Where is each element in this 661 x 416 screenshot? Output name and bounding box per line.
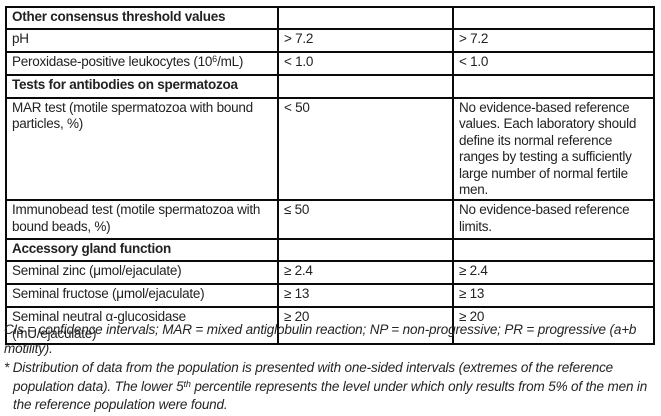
table-row-seminal-zinc: Seminal zinc (μmol/ejaculate) ≥ 2.4 ≥ 2.… <box>5 260 655 286</box>
table-row-seminal-fructose: Seminal fructose (μmol/ejaculate) ≥ 13 ≥… <box>5 283 655 309</box>
footnote-text: percentile represents the level under wh… <box>13 378 648 413</box>
superscript-exponent: 6 <box>212 54 218 64</box>
value-cell: > 7.2 <box>277 28 454 53</box>
value-cell: > 7.2 <box>452 28 655 53</box>
footnote-text: * Distribution of data from the populati… <box>4 360 614 394</box>
value-cell: No evidence-based reference values. Each… <box>452 96 655 202</box>
parameter-cell: MAR test (motile spermatozoa with bound … <box>5 96 279 202</box>
value-cell: ≤ 50 <box>277 199 454 241</box>
footnotes-block: CIs = confidence intervals; MAR = mixed … <box>4 321 657 415</box>
empty-cell <box>277 6 454 30</box>
table-row-mar-test: MAR test (motile spermatozoa with bound … <box>5 96 655 202</box>
value-cell: ≥ 20 <box>452 306 655 346</box>
parameter-text: Peroxidase-positive leukocytes (10 <box>12 54 213 69</box>
value-cell: ≥ 13 <box>452 283 655 309</box>
parameter-text: /mL) <box>217 54 244 69</box>
section-title-cell: Other consensus threshold values <box>5 6 279 30</box>
empty-cell <box>277 238 454 263</box>
parameter-cell: Seminal fructose (μmol/ejaculate) <box>5 283 279 309</box>
value-cell: ≥ 2.4 <box>277 260 454 286</box>
value-cell: No evidence-based reference limits. <box>452 199 655 241</box>
table-row-section-antibody-tests: Tests for antibodies on spermatozoa <box>5 74 655 99</box>
value-cell: ≥ 13 <box>277 283 454 309</box>
section-title-cell: Tests for antibodies on spermatozoa <box>5 74 279 99</box>
value-cell: < 50 <box>277 96 454 202</box>
value-cell: < 1.0 <box>452 51 655 76</box>
parameter-cell: Seminal zinc (μmol/ejaculate) <box>5 260 279 286</box>
table-row-ph: pH > 7.2 > 7.2 <box>5 28 655 53</box>
value-cell: ≥ 20 <box>277 306 454 346</box>
empty-cell <box>277 74 454 99</box>
superscript-ordinal: th <box>183 378 191 389</box>
footnote-abbreviations: CIs = confidence intervals; MAR = mixed … <box>4 322 637 356</box>
reference-values-table: Other consensus threshold values pH > 7.… <box>5 6 655 346</box>
table-row-neutral-glucosidase: Seminal neutral α-glucosidase (mU/ejacul… <box>5 306 655 346</box>
parameter-cell: pH <box>5 28 279 53</box>
value-cell: ≥ 2.4 <box>452 260 655 286</box>
table-row-immunobead-test: Immunobead test (motile spermatozoa with… <box>5 199 655 241</box>
table-row-section-other-consensus: Other consensus threshold values <box>5 6 655 30</box>
table-row-section-accessory-gland: Accessory gland function <box>5 238 655 263</box>
empty-cell <box>452 238 655 263</box>
footnote-asterisk: * Distribution of data from the populati… <box>4 359 657 415</box>
parameter-cell: Seminal neutral α-glucosidase (mU/ejacul… <box>5 306 279 346</box>
value-cell: < 1.0 <box>277 51 454 76</box>
parameter-cell: Immunobead test (motile spermatozoa with… <box>5 199 279 241</box>
table-row-leukocytes: Peroxidase-positive leukocytes (106/mL) … <box>5 51 655 76</box>
empty-cell <box>452 6 655 30</box>
empty-cell <box>452 74 655 99</box>
section-title-cell: Accessory gland function <box>5 238 279 263</box>
parameter-cell: Peroxidase-positive leukocytes (106/mL) <box>5 51 279 76</box>
